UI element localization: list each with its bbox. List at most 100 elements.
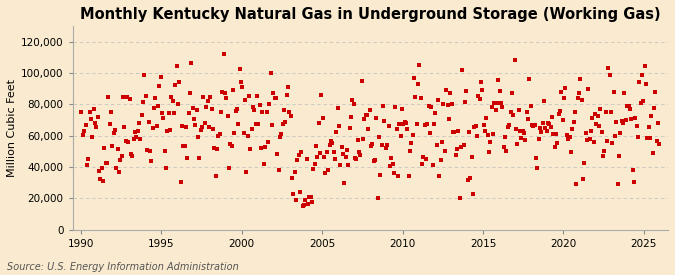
Point	[139, 73, 150, 78]
Point	[512, 142, 522, 146]
Point	[462, 178, 473, 182]
Point	[148, 106, 159, 110]
Point	[352, 138, 363, 142]
Point	[126, 152, 136, 156]
Point	[79, 129, 90, 133]
Point	[336, 145, 347, 149]
Point	[646, 114, 657, 119]
Point	[386, 155, 397, 160]
Point	[174, 80, 185, 85]
Point	[132, 129, 143, 133]
Point	[582, 138, 593, 143]
Point	[158, 116, 169, 120]
Point	[654, 142, 665, 147]
Point	[90, 121, 101, 125]
Point	[332, 106, 343, 111]
Point	[452, 147, 462, 151]
Point	[498, 144, 509, 149]
Point	[374, 134, 385, 139]
Point	[434, 174, 445, 178]
Point	[211, 147, 222, 151]
Point	[510, 126, 521, 131]
Point	[639, 64, 650, 68]
Point	[236, 79, 246, 84]
Point	[147, 126, 158, 130]
Point	[425, 131, 435, 135]
Point	[136, 112, 147, 117]
Point	[382, 143, 393, 147]
Point	[273, 168, 284, 172]
Point	[116, 154, 127, 159]
Point	[193, 134, 204, 139]
Point	[435, 158, 446, 162]
Point	[249, 108, 260, 112]
Point	[493, 78, 504, 82]
Point	[227, 88, 238, 92]
Point	[403, 173, 414, 178]
Point	[540, 126, 551, 130]
Point	[570, 110, 580, 114]
Point	[319, 155, 329, 159]
Point	[288, 191, 299, 196]
Point	[325, 139, 336, 143]
Point	[234, 67, 245, 72]
Point	[642, 136, 653, 141]
Point	[287, 176, 298, 180]
Point	[157, 110, 167, 115]
Point	[154, 84, 165, 88]
Point	[592, 114, 603, 119]
Point	[256, 145, 267, 150]
Point	[101, 161, 112, 165]
Point	[78, 133, 88, 137]
Point	[383, 123, 394, 128]
Point	[207, 126, 218, 131]
Point	[442, 103, 453, 108]
Point	[562, 133, 572, 138]
Point	[616, 119, 627, 123]
Point	[395, 134, 406, 138]
Point	[146, 159, 157, 164]
Point	[294, 190, 305, 194]
Point	[614, 154, 624, 159]
Point	[253, 122, 264, 127]
Point	[641, 81, 651, 86]
Point	[470, 124, 481, 128]
Point	[437, 139, 448, 144]
Point	[316, 93, 327, 97]
Point	[634, 80, 645, 84]
Point	[226, 144, 237, 148]
Point	[355, 153, 366, 157]
Point	[331, 130, 342, 134]
Point	[588, 140, 599, 144]
Point	[241, 170, 252, 174]
Point	[210, 174, 221, 178]
Point	[608, 90, 619, 94]
Point	[430, 111, 441, 116]
Point	[122, 95, 132, 99]
Point	[264, 102, 275, 106]
Point	[643, 125, 654, 129]
Point	[526, 123, 537, 127]
Point	[479, 123, 489, 127]
Point	[583, 86, 594, 91]
Point	[571, 182, 582, 186]
Point	[647, 151, 658, 155]
Point	[268, 91, 279, 95]
Point	[181, 125, 192, 129]
Point	[100, 160, 111, 165]
Point	[272, 152, 283, 156]
Point	[549, 145, 560, 150]
Point	[275, 135, 286, 139]
Point	[448, 130, 458, 134]
Point	[203, 125, 214, 129]
Point	[446, 102, 457, 106]
Point	[497, 104, 508, 109]
Point	[449, 130, 460, 134]
Point	[480, 129, 491, 133]
Point	[502, 124, 513, 129]
Point	[475, 97, 485, 101]
Point	[205, 95, 215, 99]
Point	[484, 149, 495, 154]
Point	[344, 125, 355, 130]
Point	[130, 130, 140, 135]
